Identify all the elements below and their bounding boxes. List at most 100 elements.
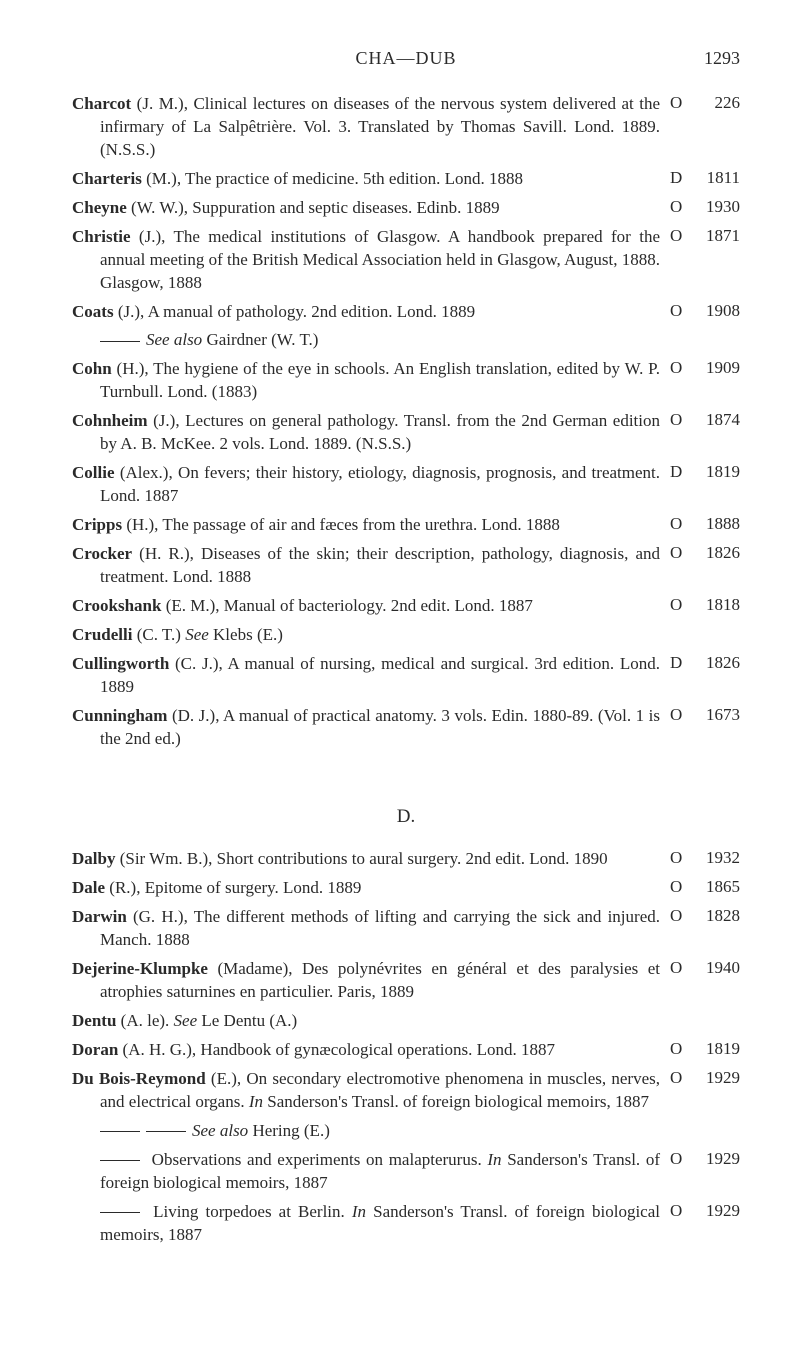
shelf-number: 1811 <box>692 168 740 188</box>
bibliography-entry: Crookshank (E. M.), Manual of bacteriolo… <box>72 595 740 618</box>
bibliography-entry: Cripps (H.), The passage of air and fæce… <box>72 514 740 537</box>
class-code: O <box>660 595 692 615</box>
bibliography-entry: See also Hering (E.) <box>72 1120 740 1143</box>
shelf-number: 1930 <box>692 197 740 217</box>
in-italic: In <box>487 1150 501 1169</box>
shelf-number: 1909 <box>692 358 740 378</box>
author-name: Dejerine-Klumpke <box>72 959 208 978</box>
bibliography-entry: Darwin (G. H.), The different methods of… <box>72 906 740 952</box>
class-code: O <box>660 906 692 926</box>
entry-body: Cheyne (W. W.), Suppuration and septic d… <box>72 197 660 220</box>
entry-body: Collie (Alex.), On fevers; their history… <box>72 462 660 508</box>
class-code: O <box>660 958 692 978</box>
author-name: Crocker <box>72 544 132 563</box>
bibliography-entry: Coats (J.), A manual of pathology. 2nd e… <box>72 301 740 324</box>
author-name: Cripps <box>72 515 122 534</box>
class-code: O <box>660 226 692 246</box>
see-label: See also <box>146 330 202 349</box>
author-name: Cunningham <box>72 706 167 725</box>
shelf-number: 1673 <box>692 705 740 725</box>
entry-body: Charteris (M.), The practice of medicine… <box>72 168 660 191</box>
bibliography-entry: Charteris (M.), The practice of medicine… <box>72 168 740 191</box>
entry-body: Crookshank (E. M.), Manual of bacteriolo… <box>72 595 660 618</box>
class-code: O <box>660 358 692 378</box>
page-header: CHA—DUB 1293 <box>72 48 740 69</box>
bibliography-entry: Dentu (A. le). See Le Dentu (A.) <box>72 1010 740 1033</box>
content: Charcot (J. M.), Clinical lectures on di… <box>72 93 740 1247</box>
author-name: Crookshank <box>72 596 161 615</box>
bibliography-entry: Dale (R.), Epitome of surgery. Lond. 188… <box>72 877 740 900</box>
bibliography-entry: Living torpedoes at Berlin. In Sanderson… <box>72 1201 740 1247</box>
bibliography-entry: See also Gairdner (W. T.) <box>72 329 740 352</box>
bibliography-entry: Crudelli (C. T.) See Klebs (E.) <box>72 624 740 647</box>
entry-body: Living torpedoes at Berlin. In Sanderson… <box>72 1201 660 1247</box>
bibliography-entry: Christie (J.), The medical institutions … <box>72 226 740 295</box>
shelf-number: 1826 <box>692 543 740 563</box>
page-number: 1293 <box>704 48 740 69</box>
see-label: See <box>185 625 209 644</box>
bibliography-entry: Dalby (Sir Wm. B.), Short contributions … <box>72 848 740 871</box>
shelf-number: 1828 <box>692 906 740 926</box>
entry-body: Christie (J.), The medical institutions … <box>72 226 660 295</box>
bibliography-entry: Crocker (H. R.), Diseases of the skin; t… <box>72 543 740 589</box>
shelf-number: 1932 <box>692 848 740 868</box>
shelf-number: 1929 <box>692 1068 740 1088</box>
author-name: Dentu <box>72 1011 116 1030</box>
class-code: O <box>660 543 692 563</box>
in-italic: In <box>249 1092 263 1111</box>
class-code: D <box>660 168 692 188</box>
class-code: O <box>660 1068 692 1088</box>
author-name: Crudelli <box>72 625 132 644</box>
section-letter: D. <box>72 806 740 828</box>
shelf-number: 1865 <box>692 877 740 897</box>
in-italic: In <box>352 1202 366 1221</box>
entry-body: See also Gairdner (W. T.) <box>72 329 660 352</box>
continuation-dash <box>100 1131 140 1132</box>
entry-body: Cunningham (D. J.), A manual of practica… <box>72 705 660 751</box>
class-code: O <box>660 301 692 321</box>
shelf-number: 1819 <box>692 462 740 482</box>
entry-body: Dentu (A. le). See Le Dentu (A.) <box>72 1010 660 1033</box>
shelf-number: 1940 <box>692 958 740 978</box>
author-name: Coats <box>72 302 114 321</box>
continuation-dash <box>100 1160 140 1161</box>
entries-block: Charcot (J. M.), Clinical lectures on di… <box>72 93 740 750</box>
entry-body: Cullingworth (C. J.), A manual of nursin… <box>72 653 660 699</box>
entry-body: Cohnheim (J.), Lectures on general patho… <box>72 410 660 456</box>
class-code: O <box>660 514 692 534</box>
shelf-number: 1874 <box>692 410 740 430</box>
author-name: Cheyne <box>72 198 127 217</box>
author-name: Dalby <box>72 849 115 868</box>
bibliography-entry: Du Bois-Reymond (E.), On secondary elect… <box>72 1068 740 1114</box>
entry-body: Coats (J.), A manual of pathology. 2nd e… <box>72 301 660 324</box>
class-code: O <box>660 93 692 113</box>
bibliography-entry: Doran (A. H. G.), Handbook of gynæcologi… <box>72 1039 740 1062</box>
class-code: O <box>660 1149 692 1169</box>
class-code: D <box>660 462 692 482</box>
bibliography-entry: Cullingworth (C. J.), A manual of nursin… <box>72 653 740 699</box>
entry-body: Dalby (Sir Wm. B.), Short contributions … <box>72 848 660 871</box>
bibliography-entry: Collie (Alex.), On fevers; their history… <box>72 462 740 508</box>
author-name: Doran <box>72 1040 118 1059</box>
author-name: Darwin <box>72 907 127 926</box>
entry-body: Crocker (H. R.), Diseases of the skin; t… <box>72 543 660 589</box>
shelf-number: 226 <box>692 93 740 113</box>
shelf-number: 1819 <box>692 1039 740 1059</box>
class-code: O <box>660 1201 692 1221</box>
entry-body: Cripps (H.), The passage of air and fæce… <box>72 514 660 537</box>
continuation-dash <box>100 341 140 342</box>
author-name: Cohnheim <box>72 411 148 430</box>
entry-body: Observations and experiments on malapter… <box>72 1149 660 1195</box>
bibliography-entry: Cohn (H.), The hygiene of the eye in sch… <box>72 358 740 404</box>
entries-block: Dalby (Sir Wm. B.), Short contributions … <box>72 848 740 1246</box>
class-code: O <box>660 197 692 217</box>
entry-body: Doran (A. H. G.), Handbook of gynæcologi… <box>72 1039 660 1062</box>
author-name: Dale <box>72 878 105 897</box>
shelf-number: 1929 <box>692 1201 740 1221</box>
entry-body: Crudelli (C. T.) See Klebs (E.) <box>72 624 660 647</box>
author-name: Cohn <box>72 359 112 378</box>
page: CHA—DUB 1293 Charcot (J. M.), Clinical l… <box>0 0 800 1363</box>
class-code: O <box>660 877 692 897</box>
see-label: See also <box>192 1121 248 1140</box>
entry-body: Dale (R.), Epitome of surgery. Lond. 188… <box>72 877 660 900</box>
